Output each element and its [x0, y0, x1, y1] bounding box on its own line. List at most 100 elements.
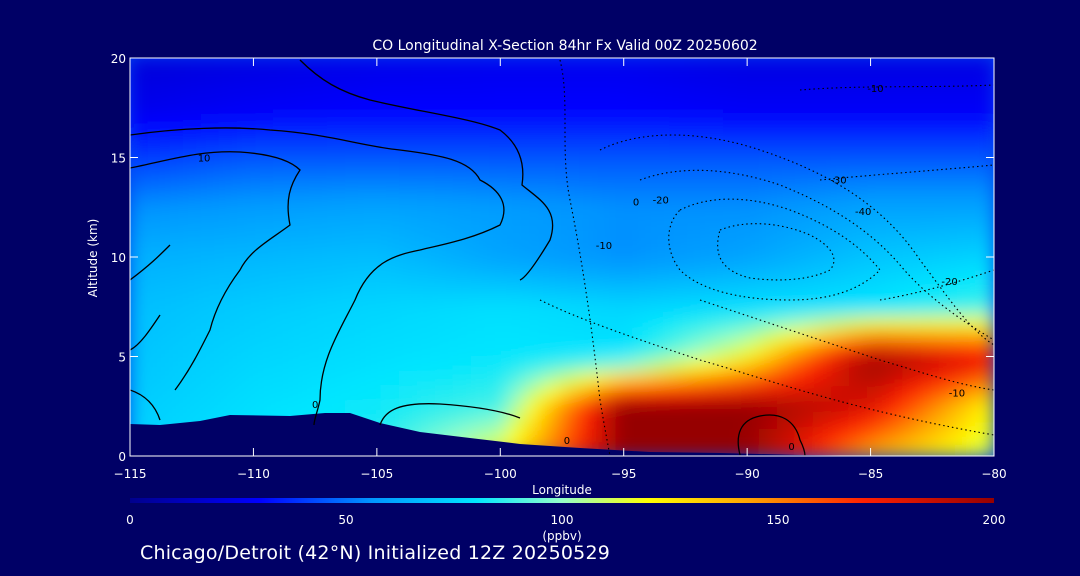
- heatmap-cell: [489, 327, 509, 344]
- heatmap-cell: [615, 227, 635, 244]
- heatmap-cell: [885, 213, 905, 230]
- heatmap-cell: [525, 58, 545, 74]
- heatmap-cell: [561, 58, 581, 74]
- contour-labels: 10 0 -10 -20 -30 -40 -10 -20 -10 0 0 0: [198, 84, 965, 453]
- heatmap-cell: [615, 284, 635, 301]
- heatmap-cell: [237, 184, 257, 202]
- heatmap-cell: [741, 227, 761, 244]
- heatmap-cell: [507, 227, 527, 244]
- heatmap-cell: [165, 199, 185, 216]
- heatmap-cell: [579, 298, 599, 315]
- heatmap-cell: [525, 170, 545, 187]
- heatmap-cell: [849, 85, 869, 102]
- heatmap-cell: [867, 270, 887, 287]
- heatmap-cell: [471, 355, 491, 372]
- heatmap-cell: [147, 184, 167, 202]
- heatmap-cell: [381, 312, 401, 330]
- heatmap-cell: [291, 113, 311, 131]
- heatmap-cell: [165, 170, 185, 187]
- x-tick-label: −85: [858, 467, 883, 481]
- heatmap-cell: [669, 312, 689, 330]
- heatmap-cell: [939, 184, 959, 202]
- heatmap-cell: [597, 327, 617, 344]
- heatmap-cell: [957, 113, 977, 131]
- heatmap-cell: [939, 341, 959, 358]
- heatmap-cell: [615, 298, 635, 315]
- heatmap-cell: [453, 199, 473, 216]
- heatmap-cell: [219, 170, 239, 187]
- heatmap-cell: [939, 412, 959, 429]
- heatmap-cell: [669, 327, 689, 344]
- heatmap-cell: [399, 312, 419, 330]
- heatmap-cell: [489, 156, 509, 173]
- heatmap-cell: [723, 156, 743, 173]
- heatmap-cell: [525, 398, 545, 415]
- heatmap-cell: [345, 128, 365, 145]
- heatmap-cell: [705, 113, 725, 131]
- heatmap-cell: [219, 99, 239, 116]
- heatmap-cell: [597, 142, 617, 159]
- heatmap-cell: [237, 128, 257, 145]
- heatmap-cell: [561, 142, 581, 159]
- heatmap-cell: [885, 142, 905, 159]
- heatmap-cell: [849, 398, 869, 415]
- heatmap-cell: [705, 369, 725, 386]
- heatmap-cell: [957, 85, 977, 102]
- heatmap-cell: [975, 113, 994, 131]
- heatmap-cell: [255, 99, 275, 116]
- heatmap-cell: [885, 426, 905, 443]
- heatmap-cell: [813, 298, 833, 315]
- heatmap-cell: [867, 128, 887, 145]
- heatmap-cell: [273, 142, 293, 159]
- contour-label: 0: [564, 436, 570, 447]
- heatmap-cell: [417, 71, 437, 88]
- heatmap-cell: [183, 213, 203, 230]
- heatmap-cell: [795, 142, 815, 159]
- heatmap-cell: [975, 256, 994, 273]
- heatmap-cell: [687, 369, 707, 386]
- heatmap-cell: [831, 256, 851, 273]
- heatmap-cell: [201, 99, 221, 116]
- heatmap-cell: [543, 99, 563, 116]
- heatmap-cell: [813, 341, 833, 358]
- heatmap-cell: [561, 369, 581, 386]
- heatmap-cell: [130, 383, 149, 401]
- heatmap-cell: [345, 142, 365, 159]
- heatmap-cell: [130, 355, 149, 372]
- heatmap-cell: [435, 85, 455, 102]
- heatmap-cell: [903, 284, 923, 301]
- heatmap-cell: [165, 312, 185, 330]
- heatmap-cell: [489, 227, 509, 244]
- y-tick-label: 10: [111, 251, 126, 265]
- heatmap-cell: [525, 113, 545, 131]
- heatmap-cell: [561, 270, 581, 287]
- heatmap-cell: [399, 298, 419, 315]
- heatmap-cell: [543, 113, 563, 131]
- heatmap-cell: [183, 58, 203, 74]
- heatmap-cell: [507, 128, 527, 145]
- heatmap-cell: [507, 312, 527, 330]
- heatmap-cell: [417, 128, 437, 145]
- heatmap-cell: [273, 284, 293, 301]
- heatmap-cell: [130, 113, 149, 131]
- heatmap-cell: [849, 227, 869, 244]
- heatmap-cell: [327, 113, 347, 131]
- heatmap-cell: [651, 170, 671, 187]
- heatmap-cell: [795, 99, 815, 116]
- heatmap-cell: [849, 99, 869, 116]
- y-tick-label: 5: [118, 351, 126, 365]
- heatmap-cell: [849, 256, 869, 273]
- heatmap-cell: [165, 341, 185, 358]
- heatmap-cell: [327, 156, 347, 173]
- heatmap-cell: [255, 184, 275, 202]
- heatmap-cell: [183, 156, 203, 173]
- heatmap-cell: [957, 341, 977, 358]
- heatmap-cell: [309, 298, 329, 315]
- heatmap-cell: [130, 99, 149, 116]
- heatmap-cell: [885, 128, 905, 145]
- heatmap-cell: [921, 199, 941, 216]
- heatmap-cell: [381, 99, 401, 116]
- heatmap-cell: [381, 142, 401, 159]
- heatmap-cell: [219, 298, 239, 315]
- heatmap-cell: [597, 199, 617, 216]
